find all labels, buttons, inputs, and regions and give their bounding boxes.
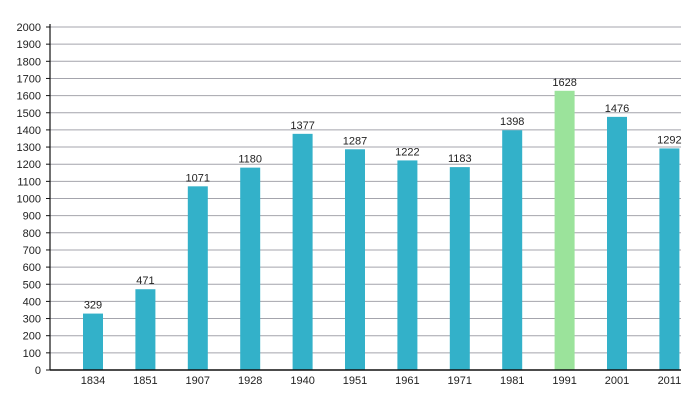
y-tick-label: 1000 (17, 194, 41, 206)
x-tick-label: 1971 (448, 375, 472, 387)
y-tick-label: 2000 (17, 22, 41, 34)
y-tick-label: 100 (23, 348, 41, 360)
x-tick-label: 1981 (500, 375, 524, 387)
x-tick-label: 1928 (238, 375, 262, 387)
bar-1981 (502, 130, 523, 370)
y-tick-label: 1300 (17, 142, 41, 154)
y-tick-label: 0 (35, 365, 41, 377)
data-label: 1628 (552, 77, 576, 89)
bar-1940 (292, 133, 313, 370)
bar-1907 (187, 186, 208, 370)
y-tick-label: 1500 (17, 108, 41, 120)
data-label: 1183 (448, 153, 472, 165)
x-tick-label: 1991 (552, 375, 576, 387)
data-label: 1476 (605, 103, 629, 115)
y-tick-label: 300 (23, 314, 41, 326)
bar-1961 (397, 160, 418, 370)
bar-1851 (135, 289, 156, 370)
y-tick-label: 1900 (17, 39, 41, 51)
y-tick-label: 500 (23, 279, 41, 291)
y-tick-label: 1200 (17, 159, 41, 171)
y-tick-label: 800 (23, 228, 41, 240)
y-tick-label: 1800 (17, 56, 41, 68)
data-label: 329 (84, 300, 102, 312)
y-tick-label: 1100 (17, 176, 41, 188)
data-label: 1222 (395, 146, 419, 158)
y-tick-label: 700 (23, 245, 41, 257)
bar-1928 (240, 167, 261, 370)
data-label: 1377 (290, 120, 314, 132)
bar-1991 (554, 90, 575, 370)
y-tick-label: 400 (23, 296, 41, 308)
data-label: 1292 (657, 134, 681, 146)
x-tick-label: 1961 (395, 375, 419, 387)
bar-1951 (345, 149, 365, 370)
x-tick-label: 1907 (186, 375, 210, 387)
data-label: 1398 (500, 116, 524, 128)
bar-1971 (449, 167, 470, 370)
data-label: 1287 (343, 135, 367, 147)
x-tick-label: 1940 (290, 375, 314, 387)
data-label: 471 (136, 275, 154, 287)
y-tick-label: 1700 (17, 73, 41, 85)
bar-2011 (659, 148, 680, 370)
y-tick-label: 1600 (17, 91, 41, 103)
bar-2001 (607, 116, 627, 370)
y-tick-label: 600 (23, 262, 41, 274)
x-tick-label: 1851 (133, 375, 157, 387)
y-tick-label: 200 (23, 331, 41, 343)
x-tick-label: 1951 (343, 375, 367, 387)
y-tick-label: 900 (23, 211, 41, 223)
data-label: 1180 (238, 154, 262, 166)
data-label: 1071 (186, 172, 210, 184)
x-tick-label: 2001 (605, 375, 629, 387)
bar-1834 (83, 313, 103, 370)
x-tick-label: 2011 (658, 375, 682, 387)
x-tick-label: 1834 (81, 375, 105, 387)
y-tick-label: 1400 (17, 125, 41, 137)
